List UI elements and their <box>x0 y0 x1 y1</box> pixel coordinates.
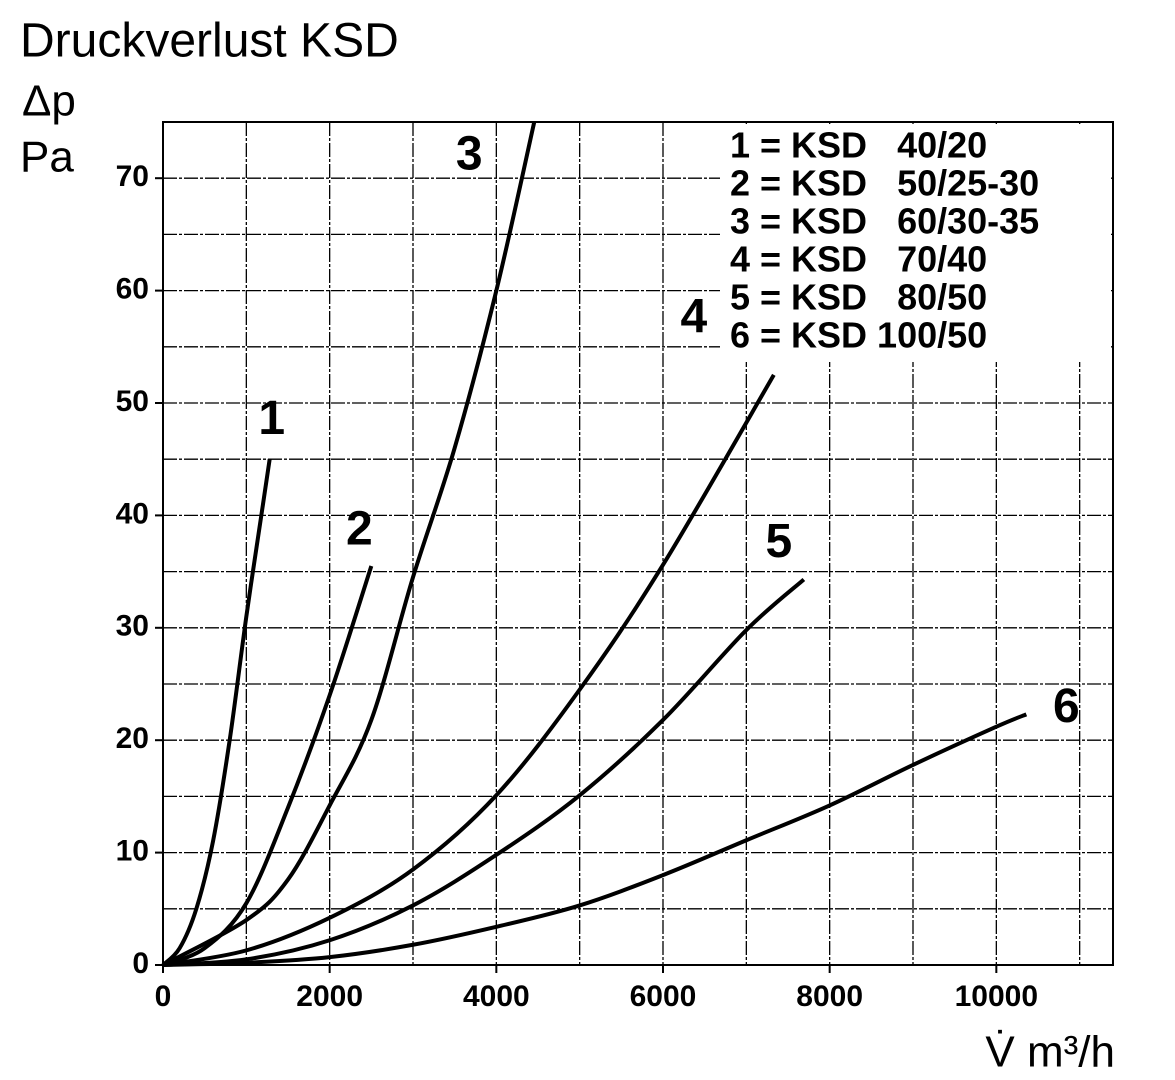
legend-entry: 1 = KSD 40/20 <box>730 125 987 166</box>
legend-entry: 6 = KSD 100/50 <box>730 315 987 356</box>
legend-entry: 4 = KSD 70/40 <box>730 239 987 280</box>
x-tick-label: 10000 <box>955 980 1038 1013</box>
legend-entry: 2 = KSD 50/25-30 <box>730 163 1039 204</box>
x-tick-label: 4000 <box>463 980 530 1013</box>
y-axis-label: Δp <box>22 77 76 126</box>
y-tick-label: 20 <box>116 722 149 755</box>
y-tick-label: 40 <box>116 497 149 530</box>
x-tick-label: 2000 <box>296 980 363 1013</box>
legend-entry: 5 = KSD 80/50 <box>730 277 987 318</box>
curve <box>162 712 1028 967</box>
x-tick-label: 8000 <box>796 980 863 1013</box>
curve-label: 6 <box>1053 680 1080 733</box>
curve <box>162 577 806 967</box>
curve <box>162 565 374 967</box>
y-axis-unit: Pa <box>20 133 74 182</box>
curve-label: 2 <box>346 503 373 556</box>
x-tick-label: 6000 <box>630 980 697 1013</box>
y-tick-label: 60 <box>116 273 149 306</box>
curve-label: 3 <box>456 128 483 181</box>
chart-title: Druckverlust KSD <box>20 15 399 68</box>
curve <box>162 373 776 967</box>
y-tick-label: 10 <box>116 835 149 868</box>
y-tick-label: 30 <box>116 610 149 643</box>
legend-background <box>720 124 1111 362</box>
x-axis-label: V̇ m³/h <box>985 1028 1115 1077</box>
y-tick-label: 0 <box>132 947 149 980</box>
y-tick-label: 50 <box>116 385 149 418</box>
curve <box>162 121 537 967</box>
curve-label: 4 <box>680 291 707 344</box>
curve-label: 5 <box>765 515 792 568</box>
plot-frame <box>162 121 1114 966</box>
curve-label: 1 <box>258 392 285 445</box>
y-tick-label: 70 <box>116 160 149 193</box>
legend-entry: 3 = KSD 60/30-35 <box>730 201 1039 242</box>
x-tick-label: 0 <box>155 980 172 1013</box>
curve <box>161 458 272 967</box>
